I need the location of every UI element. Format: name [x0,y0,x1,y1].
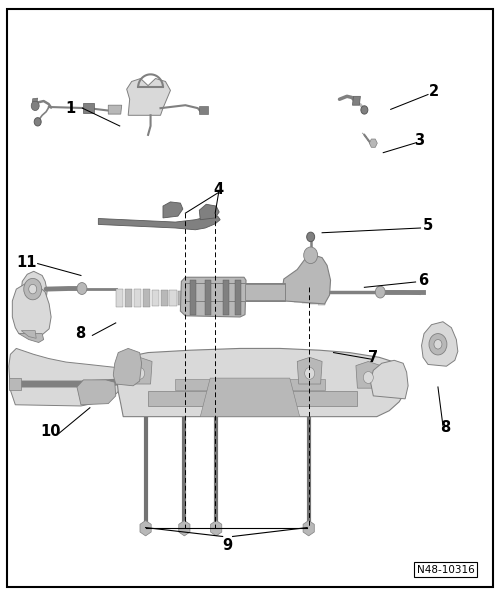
Bar [235,280,241,315]
Polygon shape [352,97,360,105]
Bar [190,280,196,315]
Circle shape [134,367,144,379]
Polygon shape [22,271,47,305]
Circle shape [364,371,374,383]
Bar [302,281,308,303]
Polygon shape [12,283,51,335]
Circle shape [24,278,42,300]
Text: N48-10316: N48-10316 [416,564,474,575]
Bar [222,280,228,315]
Polygon shape [22,331,36,339]
Bar [178,291,186,305]
Polygon shape [114,349,141,386]
Polygon shape [200,204,219,220]
Circle shape [304,247,318,263]
Bar [199,107,207,114]
Bar [160,290,168,306]
Bar [148,391,357,406]
Circle shape [361,106,368,114]
Bar [294,283,300,302]
Bar [176,379,324,390]
Circle shape [306,232,314,241]
Circle shape [429,334,447,355]
Circle shape [34,117,41,126]
Text: 3: 3 [414,134,424,148]
Text: 5: 5 [423,218,433,233]
Text: 2: 2 [429,84,439,99]
Polygon shape [163,202,183,218]
Polygon shape [297,358,322,384]
Bar [9,378,22,390]
Circle shape [304,367,314,379]
Bar [116,288,123,308]
Bar [245,284,285,300]
Text: 8: 8 [75,326,85,341]
Polygon shape [98,216,220,230]
Bar [206,280,211,315]
Polygon shape [282,255,331,304]
Bar [152,290,159,306]
Polygon shape [422,322,458,366]
Bar [134,289,141,307]
Polygon shape [180,277,246,317]
Polygon shape [370,139,378,147]
Polygon shape [140,520,151,536]
Text: 4: 4 [214,182,224,197]
Polygon shape [77,380,116,405]
Bar [318,280,324,305]
Polygon shape [9,349,127,406]
Circle shape [376,286,385,298]
Polygon shape [19,334,44,343]
Bar [310,281,316,303]
Circle shape [434,340,442,349]
Bar [170,290,177,306]
Bar [186,283,285,301]
Text: 9: 9 [222,538,232,554]
Polygon shape [303,520,314,536]
Bar [142,290,150,306]
Text: 1: 1 [65,101,75,116]
Circle shape [31,101,39,110]
Polygon shape [32,98,38,102]
Polygon shape [116,349,406,417]
Text: 7: 7 [368,350,378,365]
Text: 8: 8 [440,420,450,435]
Circle shape [28,284,36,294]
Text: 10: 10 [40,424,60,439]
Text: 11: 11 [16,255,36,270]
Polygon shape [210,520,222,536]
Polygon shape [179,520,190,536]
Polygon shape [127,358,152,384]
Polygon shape [370,361,408,399]
Polygon shape [126,79,170,115]
Text: 6: 6 [418,273,428,288]
Bar [286,283,293,301]
Bar [124,289,132,307]
Polygon shape [200,378,300,417]
Circle shape [77,283,87,294]
Polygon shape [356,362,381,388]
Bar [84,104,94,113]
Polygon shape [108,105,122,114]
